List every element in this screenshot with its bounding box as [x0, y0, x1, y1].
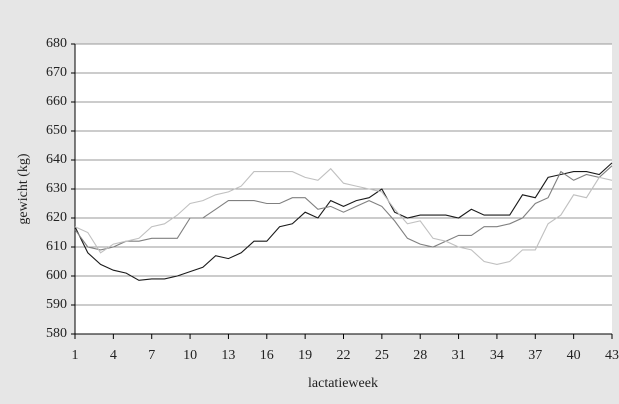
y-tick-label: 580 [46, 326, 67, 341]
x-tick-label: 22 [337, 348, 351, 363]
y-tick-label: 600 [46, 268, 67, 283]
x-tick-label: 25 [375, 348, 389, 363]
x-tick-label: 34 [490, 348, 504, 363]
x-tick-label: 40 [567, 348, 581, 363]
y-tick-label: 620 [46, 210, 67, 225]
y-tick-label: 680 [46, 36, 67, 51]
x-tick-label: 7 [148, 348, 155, 363]
x-axis-label: lactatieweek [308, 376, 378, 391]
x-tick-label: 10 [183, 348, 197, 363]
series-line [74, 167, 613, 265]
y-tick-label: 610 [46, 239, 67, 254]
x-tick-label: 31 [452, 348, 466, 363]
x-tick-label: 16 [260, 348, 274, 363]
x-tick-label: 37 [528, 348, 542, 363]
x-tick-label: 1 [72, 348, 79, 363]
y-axis-label: gewicht (kg) [16, 153, 31, 224]
x-tick-label: 19 [298, 348, 312, 363]
x-tick-label: 13 [221, 348, 235, 363]
x-tick-label: 28 [413, 348, 427, 363]
y-tick-label: 630 [46, 181, 67, 196]
y-tick-label: 640 [46, 152, 67, 167]
y-tick-label: 670 [46, 65, 67, 80]
series-line [74, 165, 613, 251]
y-tick-label: 660 [46, 94, 67, 109]
y-tick-label: 650 [46, 123, 67, 138]
y-tick-label: 590 [46, 297, 67, 312]
x-tick-label: 4 [110, 348, 117, 363]
x-tick-label: 43 [605, 348, 619, 363]
series-line [74, 162, 613, 281]
